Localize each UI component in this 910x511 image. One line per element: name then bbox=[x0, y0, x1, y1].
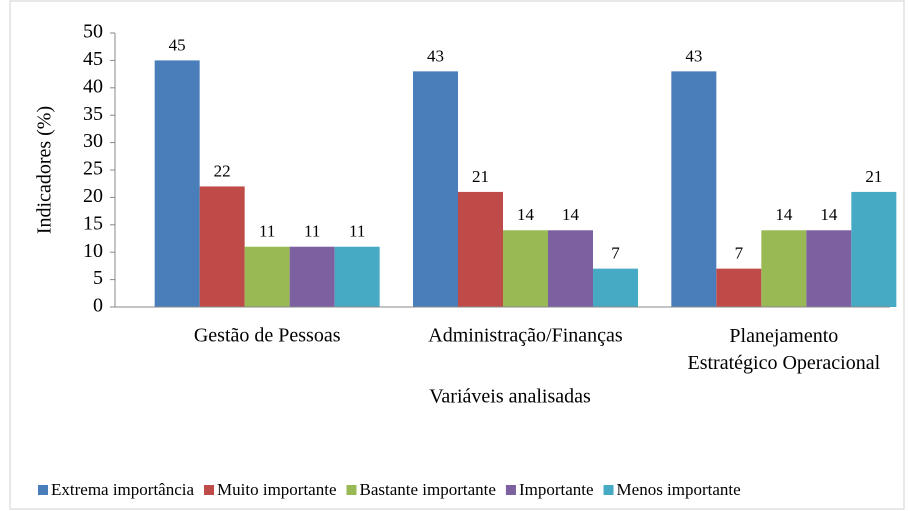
y-tick-label: 15 bbox=[83, 212, 103, 234]
y-tick-label: 20 bbox=[83, 185, 103, 207]
value-label: 45 bbox=[169, 35, 186, 54]
value-label: 14 bbox=[517, 205, 535, 224]
y-tick-label: 25 bbox=[83, 158, 103, 180]
value-label: 11 bbox=[259, 222, 275, 241]
legend-swatch bbox=[603, 485, 614, 495]
legend-swatch bbox=[346, 485, 357, 495]
legend-label: Muito importante bbox=[217, 480, 336, 499]
bar bbox=[716, 268, 762, 307]
bar bbox=[671, 71, 717, 307]
legend-label: Importante bbox=[519, 480, 594, 499]
y-tick-label: 30 bbox=[83, 130, 103, 152]
legend-swatch bbox=[204, 485, 215, 495]
bar bbox=[289, 246, 335, 307]
y-tick-label: 5 bbox=[93, 267, 103, 289]
y-tick-label: 45 bbox=[83, 48, 103, 70]
bar bbox=[458, 191, 503, 307]
legend-label: Bastante importante bbox=[360, 480, 496, 499]
bar bbox=[244, 246, 290, 307]
bar bbox=[806, 230, 852, 307]
bar bbox=[413, 71, 458, 307]
y-tick-label: 0 bbox=[93, 295, 103, 317]
value-label: 11 bbox=[349, 222, 365, 241]
legend-swatch bbox=[38, 485, 48, 495]
y-tick-label: 50 bbox=[83, 21, 103, 43]
bar bbox=[503, 230, 548, 307]
legend-swatch bbox=[505, 485, 516, 495]
bar bbox=[334, 246, 380, 307]
bar bbox=[548, 230, 593, 307]
value-label: 7 bbox=[735, 244, 744, 263]
bar bbox=[593, 268, 638, 307]
value-label: 11 bbox=[304, 222, 320, 241]
bar bbox=[154, 60, 200, 308]
value-label: 43 bbox=[685, 46, 702, 65]
x-tick-label: Gestão de Pessoas bbox=[194, 325, 341, 347]
x-axis-label: Variáveis analisadas bbox=[429, 386, 591, 408]
y-tick-label: 35 bbox=[83, 103, 103, 125]
legend-label: Menos importante bbox=[617, 480, 741, 499]
value-label: 7 bbox=[611, 244, 620, 263]
value-label: 22 bbox=[214, 161, 231, 180]
value-label: 14 bbox=[820, 205, 838, 224]
value-label: 14 bbox=[775, 205, 793, 224]
y-tick-label: 10 bbox=[83, 240, 103, 262]
y-axis-label: Indicadores (%) bbox=[34, 106, 56, 234]
x-tick-label: Administração/Finanças bbox=[428, 325, 623, 347]
y-tick-label: 40 bbox=[83, 75, 103, 97]
bar bbox=[199, 186, 245, 307]
value-label: 21 bbox=[472, 167, 489, 186]
value-label: 14 bbox=[562, 205, 580, 224]
bar bbox=[761, 230, 807, 307]
value-label: 43 bbox=[427, 46, 444, 65]
x-tick-label: Planejamento Estratégico Operacional bbox=[687, 325, 880, 374]
bar bbox=[851, 191, 897, 307]
value-label: 21 bbox=[865, 167, 882, 186]
legend-label: Extrema importância bbox=[51, 480, 194, 499]
